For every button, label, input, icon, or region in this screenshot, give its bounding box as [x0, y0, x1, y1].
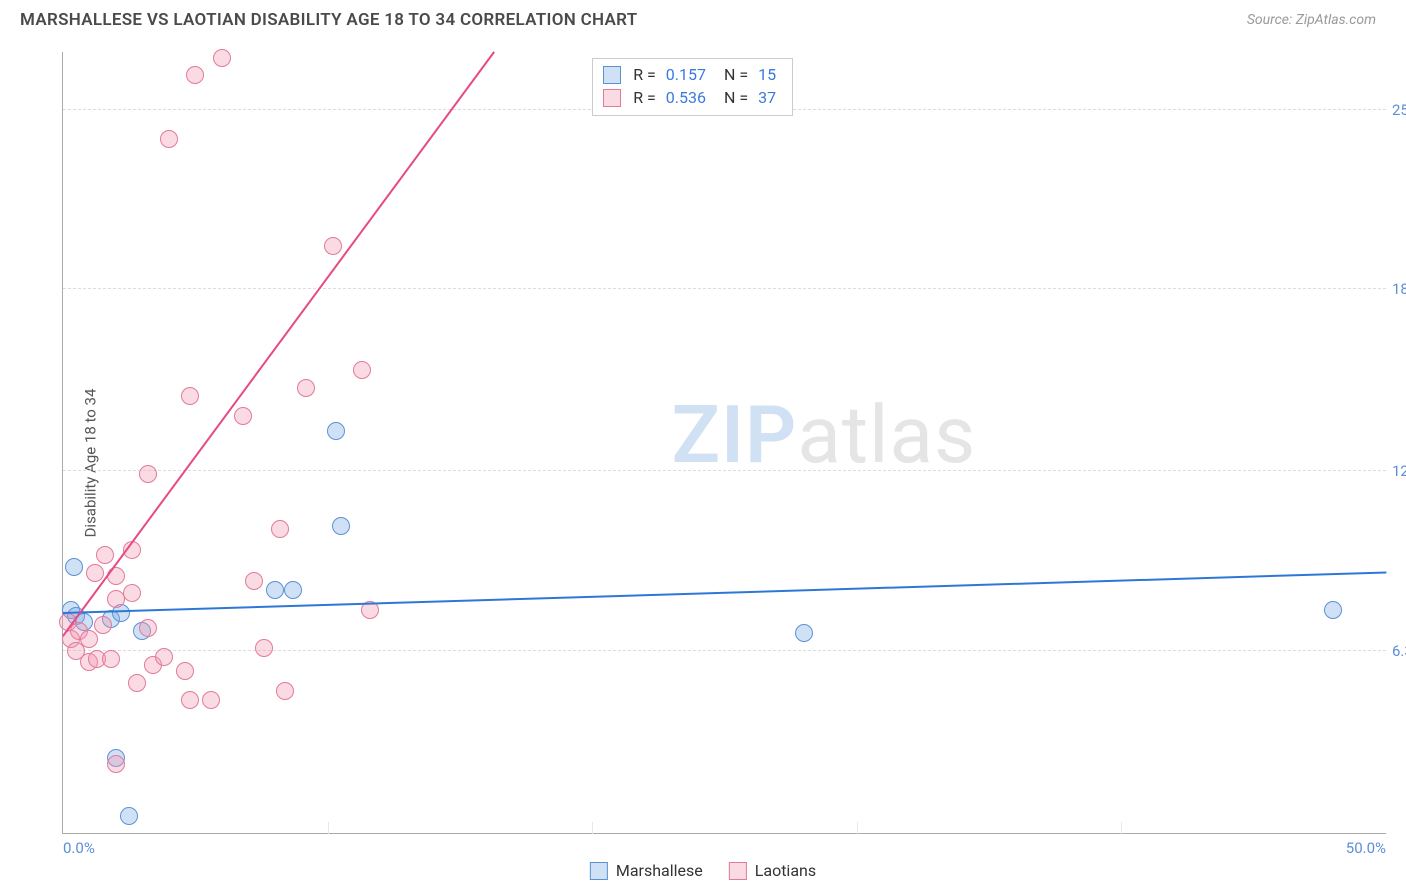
stats-row: R = 0.157 N = 15	[603, 63, 782, 86]
stat-n-label: N =	[724, 65, 748, 84]
data-point	[234, 407, 252, 425]
data-point	[65, 558, 83, 576]
data-point	[123, 584, 141, 602]
data-point	[107, 755, 125, 773]
data-point	[139, 465, 157, 483]
stats-box: R = 0.157 N = 15 R = 0.536 N = 37	[592, 58, 793, 116]
legend-swatch	[729, 862, 747, 880]
data-point	[96, 546, 114, 564]
data-point	[120, 807, 138, 825]
stat-r-value: 0.536	[666, 88, 706, 107]
data-point	[327, 422, 345, 440]
source-label: Source: ZipAtlas.com	[1247, 12, 1376, 28]
stat-r-label: R =	[633, 88, 656, 107]
data-point	[324, 237, 342, 255]
legend-label: Marshallese	[616, 861, 703, 880]
legend: Marshallese Laotians	[590, 861, 816, 880]
y-tick-label: 12.5%	[1392, 462, 1406, 480]
stat-n-value: 15	[758, 65, 776, 84]
data-point	[155, 648, 173, 666]
data-point	[255, 639, 273, 657]
stat-r-label: R =	[633, 65, 656, 84]
x-tick-label: 50.0%	[1346, 839, 1386, 857]
data-point	[186, 66, 204, 84]
data-point	[297, 379, 315, 397]
y-tick-label: 25.0%	[1392, 101, 1406, 119]
data-point	[795, 624, 813, 642]
plot-region: 6.3%12.5%18.8%25.0%0.0%50.0%ZIPatlasR =0…	[62, 52, 1386, 834]
stats-row: R = 0.536 N = 37	[603, 86, 782, 109]
x-tick	[857, 822, 858, 834]
x-tick-label: 0.0%	[63, 839, 95, 857]
data-point	[332, 517, 350, 535]
y-gridline	[63, 288, 1386, 289]
data-point	[139, 619, 157, 637]
data-point	[86, 564, 104, 582]
stat-n-label: N =	[724, 88, 748, 107]
data-point	[181, 387, 199, 405]
chart-area: Disability Age 18 to 34 6.3%12.5%18.8%25…	[20, 44, 1386, 882]
watermark: ZIPatlas	[672, 388, 977, 482]
data-point	[176, 662, 194, 680]
x-tick	[328, 822, 329, 834]
y-tick-label: 18.8%	[1392, 280, 1406, 298]
chart-header: MARSHALLESE VS LAOTIAN DISABILITY AGE 18…	[0, 0, 1406, 36]
y-gridline	[63, 470, 1386, 471]
data-point	[353, 361, 371, 379]
data-point	[160, 130, 178, 148]
x-tick	[1121, 822, 1122, 834]
x-tick	[592, 822, 593, 834]
data-point	[1324, 601, 1342, 619]
data-point	[94, 616, 112, 634]
chart-title: MARSHALLESE VS LAOTIAN DISABILITY AGE 18…	[20, 10, 637, 30]
data-point	[102, 650, 120, 668]
data-point	[276, 682, 294, 700]
data-point	[284, 581, 302, 599]
data-point	[271, 520, 289, 538]
legend-item: Marshallese	[590, 861, 703, 880]
stat-n-value: 37	[758, 88, 776, 107]
data-point	[202, 691, 220, 709]
y-tick-label: 6.3%	[1392, 642, 1406, 660]
legend-swatch	[590, 862, 608, 880]
data-point	[266, 581, 284, 599]
trend-line-laotians	[63, 52, 494, 636]
legend-label: Laotians	[755, 861, 816, 880]
data-point	[245, 572, 263, 590]
legend-swatch	[603, 66, 621, 84]
stat-r-value: 0.157	[666, 65, 706, 84]
legend-swatch	[603, 89, 621, 107]
data-point	[213, 49, 231, 67]
data-point	[80, 630, 98, 648]
data-point	[181, 691, 199, 709]
legend-item: Laotians	[729, 861, 816, 880]
data-point	[128, 674, 146, 692]
